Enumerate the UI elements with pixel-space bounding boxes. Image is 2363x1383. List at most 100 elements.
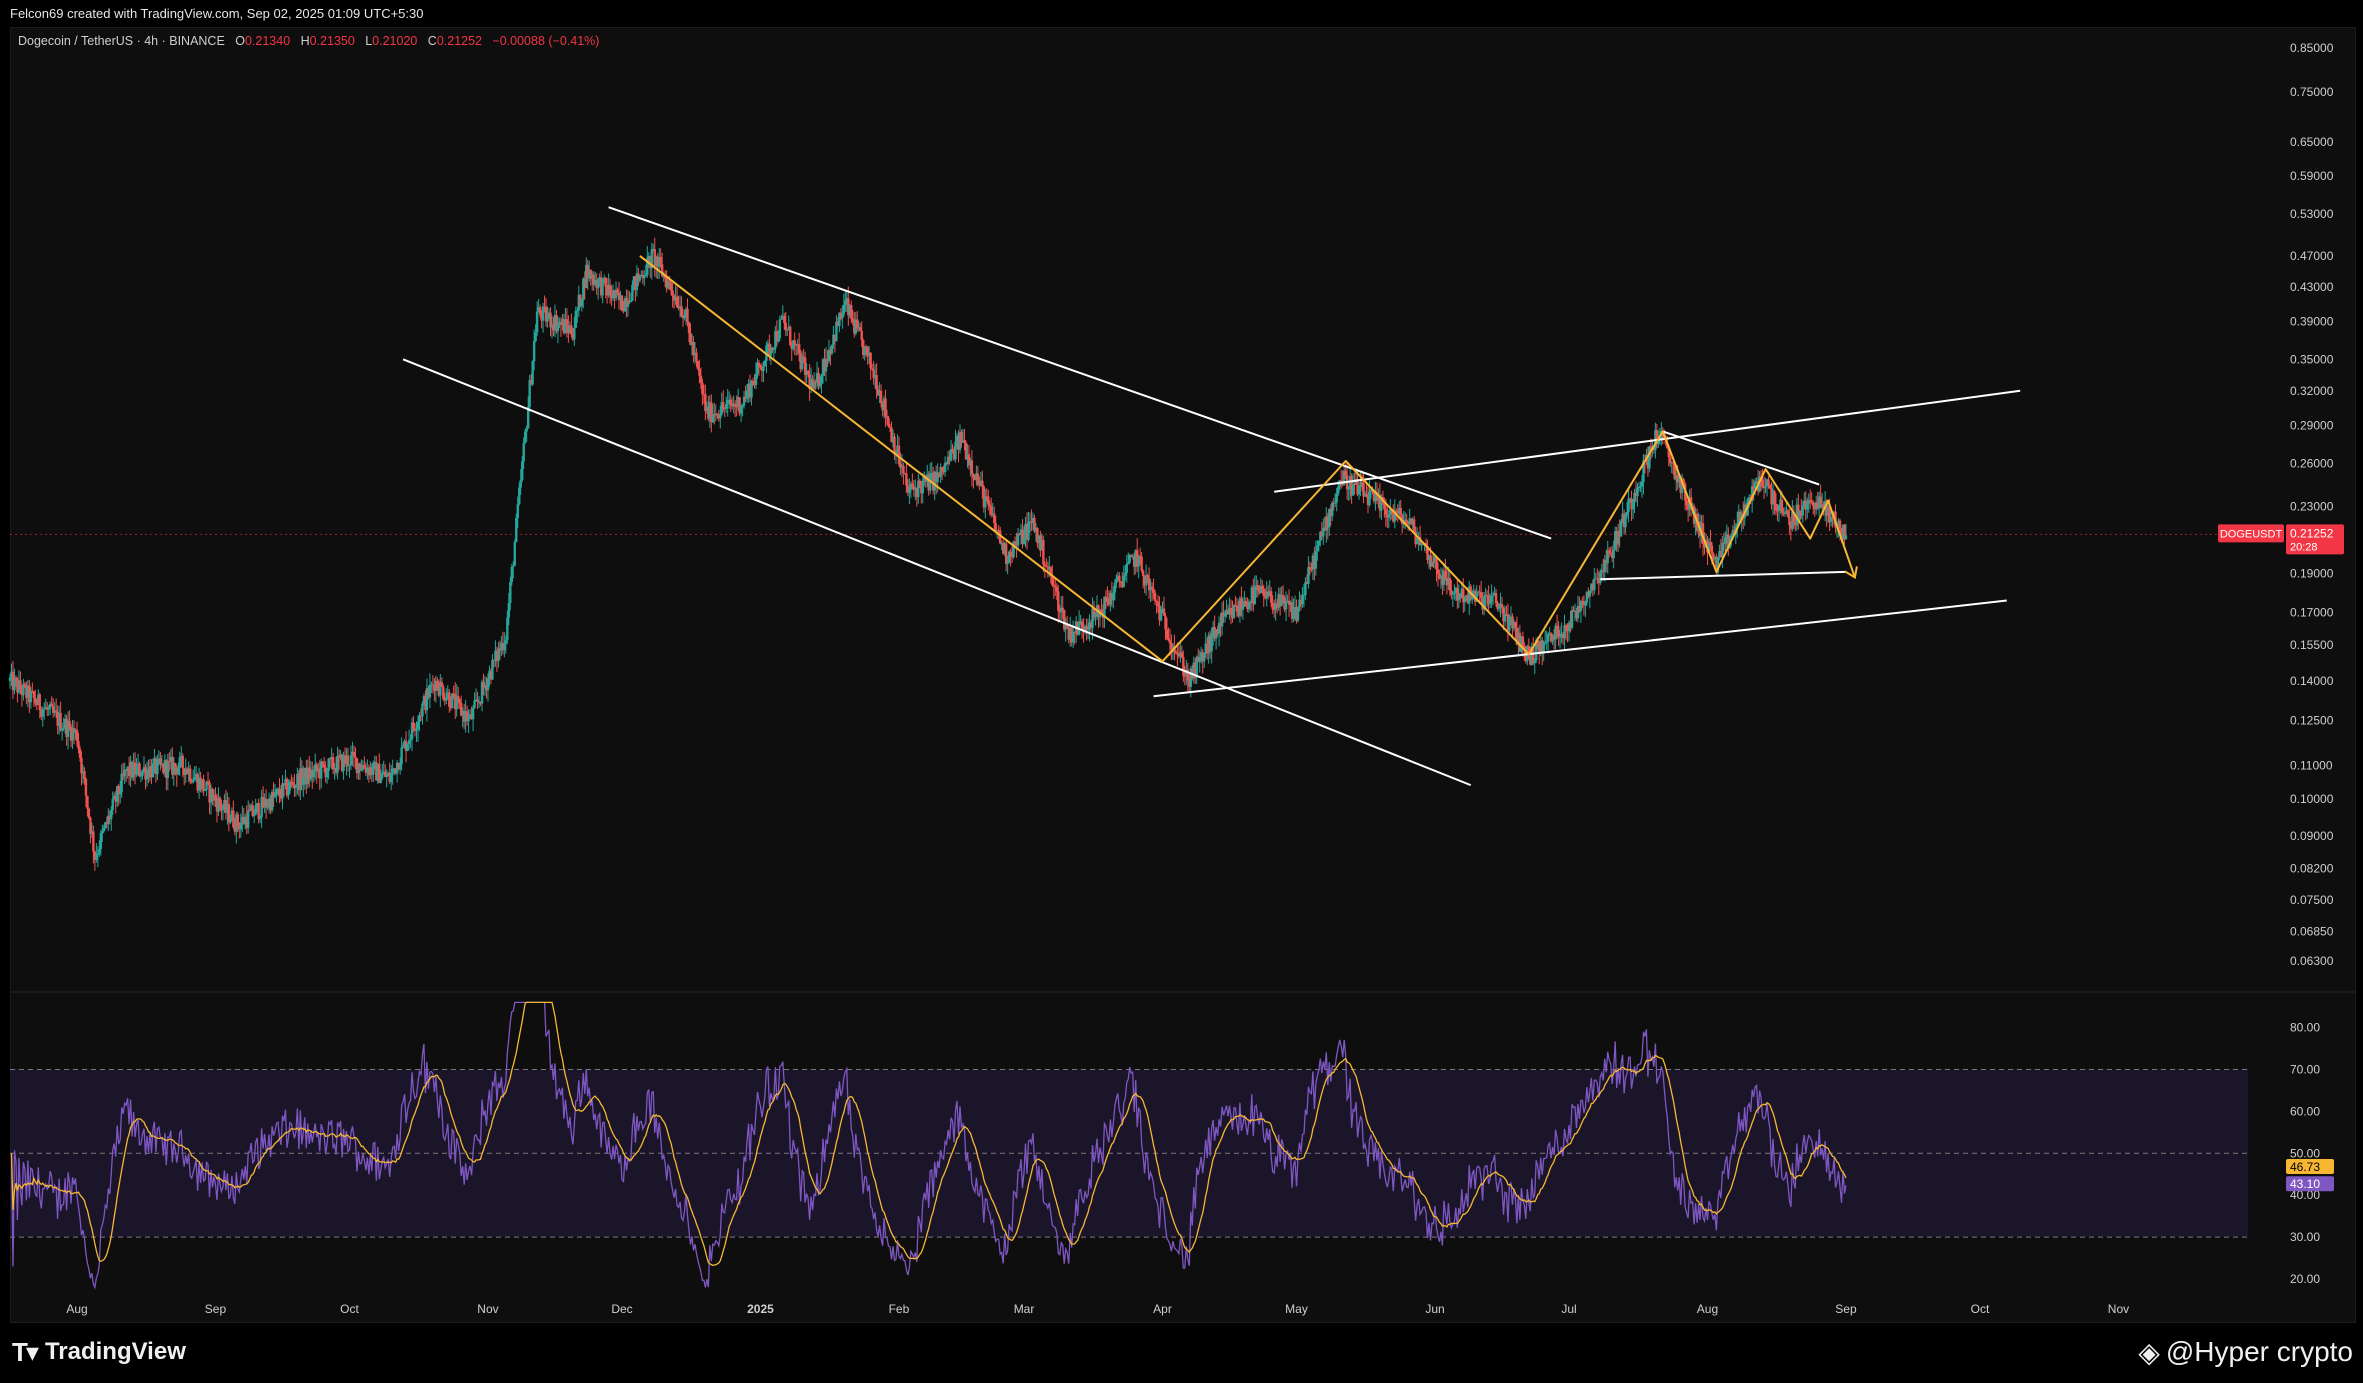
candle-body (540, 314, 543, 321)
candle-body (123, 769, 126, 777)
candle-body (142, 767, 146, 771)
candle-body (614, 289, 618, 298)
candle-body (235, 814, 238, 832)
candle-body (114, 795, 117, 802)
candle-body (1710, 545, 1714, 554)
symbol-name[interactable]: Dogecoin / TetherUS · 4h · BINANCE (18, 34, 225, 48)
candle-body (1539, 640, 1542, 654)
candle-body (1243, 601, 1246, 607)
candle-body (495, 650, 499, 662)
footer-bar (0, 1323, 2363, 1383)
candle-body (1036, 528, 1039, 544)
candle-body (526, 406, 530, 429)
candle-body (1347, 487, 1350, 490)
candle-body (534, 332, 537, 342)
candle-body (63, 718, 67, 729)
candle-body (1602, 570, 1605, 573)
candle-body (28, 685, 31, 703)
candle-body (1713, 556, 1717, 560)
candle-body (288, 781, 292, 791)
candle-body (736, 397, 740, 407)
candle-body (255, 803, 259, 806)
candle-body (1189, 668, 1192, 687)
candle-body (1657, 440, 1660, 445)
candle-body (168, 760, 171, 762)
price-axis-label: 0.29000 (2290, 418, 2334, 432)
symbol-legend[interactable]: Dogecoin / TetherUS · 4h · BINANCE O0.21… (18, 34, 599, 48)
candle-body (1001, 542, 1005, 554)
candle-body (367, 767, 371, 776)
tradingview-logo[interactable]: T▾ TradingView (12, 1334, 186, 1370)
candle-body (203, 789, 207, 791)
candle-body (576, 310, 579, 312)
candle-body (269, 798, 272, 811)
candle-body (1831, 517, 1834, 519)
candle-body (433, 685, 436, 692)
candle-body (1377, 494, 1380, 501)
candle-body (826, 358, 829, 362)
candle-body (154, 758, 158, 775)
candle-body (1633, 492, 1636, 502)
candle-body (1680, 479, 1684, 493)
candle-body (1342, 470, 1346, 486)
candle-body (635, 273, 639, 290)
candle-body (32, 691, 36, 699)
candle-body (439, 682, 442, 696)
candle-body (1494, 592, 1498, 604)
candle-body (1837, 520, 1840, 526)
candle-body (701, 382, 704, 395)
candle-body (952, 450, 956, 460)
candle-body (817, 372, 820, 387)
candle-body (595, 280, 598, 289)
trendline-4 (1153, 599, 2007, 698)
candle-body (258, 817, 262, 820)
candle-body (532, 341, 536, 362)
candle-body (65, 718, 68, 737)
candle-body (1241, 606, 1245, 610)
candle-body (1786, 510, 1790, 517)
price-axis-label: 0.53000 (2290, 207, 2334, 221)
candle-body (1363, 494, 1367, 497)
candle-body (1451, 593, 1455, 595)
candle-body (836, 321, 840, 326)
candle-body (1564, 625, 1568, 630)
candle-body (138, 763, 141, 777)
close-value: 0.21252 (436, 34, 482, 48)
candle-body (1792, 511, 1796, 523)
candle-body (501, 642, 505, 651)
candle-body (340, 754, 344, 771)
candle-body (311, 770, 314, 778)
candle-body (389, 773, 393, 782)
candle-body (488, 670, 491, 679)
candle-body (625, 298, 628, 307)
candle-body (1613, 531, 1617, 550)
candle-body (516, 504, 519, 518)
candle-body (1277, 594, 1280, 608)
candle-body (792, 340, 795, 349)
candle-body (521, 461, 524, 480)
candle-body (98, 849, 101, 854)
candle-body (270, 791, 274, 811)
candle-body (1045, 566, 1048, 568)
candle-body (1634, 492, 1638, 496)
candle-body (1812, 502, 1815, 507)
candle-body (939, 466, 942, 478)
candle-body (238, 826, 241, 830)
candle-body (1682, 479, 1685, 485)
candle-body (77, 741, 80, 749)
candle-body (921, 480, 924, 494)
candle-body (1049, 567, 1053, 576)
candle-body (1121, 582, 1124, 587)
candle-body (1518, 632, 1522, 652)
candle-body (1509, 616, 1513, 618)
candle-body (556, 324, 560, 332)
candle-body (285, 779, 289, 796)
candle-body (839, 312, 843, 319)
trendline-1 (608, 206, 1552, 540)
candle-body (675, 296, 679, 308)
candle-body (282, 783, 286, 786)
candle-body (513, 541, 516, 566)
candle-body (96, 853, 100, 855)
candle-body (1703, 544, 1706, 548)
